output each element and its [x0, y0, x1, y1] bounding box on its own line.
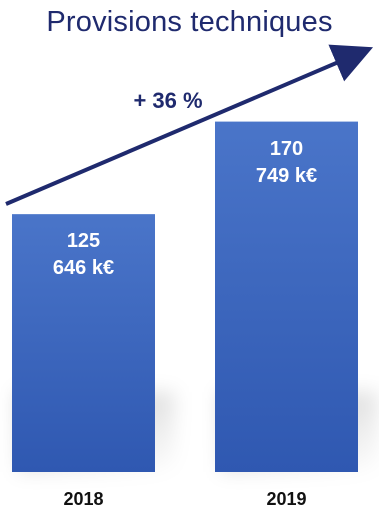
category-label-2018: 2018 [63, 489, 104, 509]
category-label-2019: 2019 [266, 489, 307, 509]
bar-value-line1: 170 [269, 137, 304, 160]
bar-2018 [12, 214, 155, 472]
bar-value-label-2019: 170 749 k€ [215, 136, 358, 190]
bar-value-line1: 125 [66, 230, 101, 253]
bar-value-line2: 749 k€ [255, 164, 318, 187]
bar-value-label-2018: 125 646 k€ [12, 228, 155, 282]
chart-title: Provisions techniques [46, 6, 333, 38]
growth-annotation: + 36 % [133, 88, 203, 113]
growth-arrow [5, 44, 374, 206]
bar-2019 [215, 121, 358, 472]
bar-value-line2: 646 k€ [52, 257, 115, 280]
